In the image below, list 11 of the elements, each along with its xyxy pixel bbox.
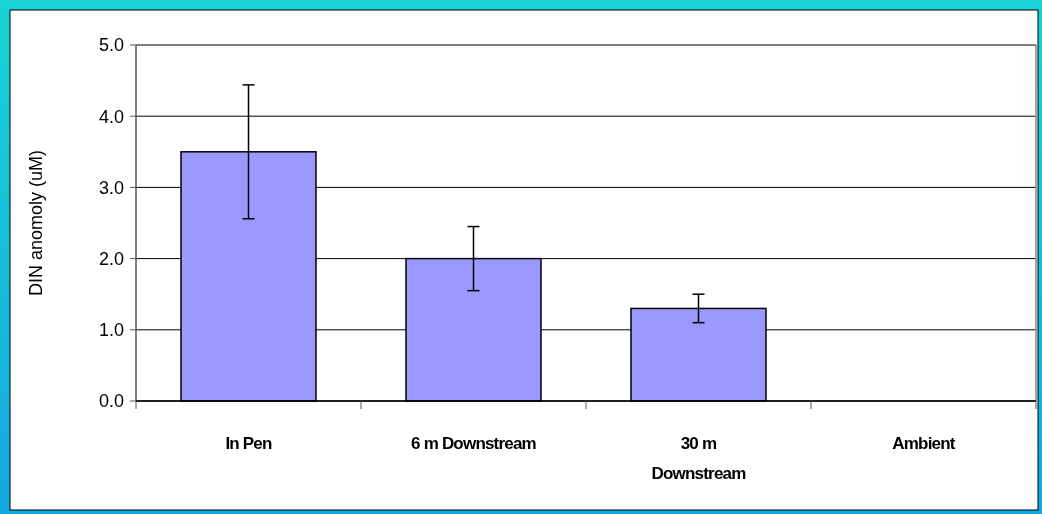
y-tick-label: 4.0 [98, 106, 124, 127]
y-tick-label: 3.0 [98, 177, 124, 198]
y-tick-label: 1.0 [98, 320, 124, 341]
x-tick-label: 30 m Downstream [651, 434, 747, 483]
x-tick-label: 6 m Downstream [411, 434, 537, 453]
y-axis-title: DIN anomoly (uM) [26, 149, 46, 297]
x-tick-label: Ambient [892, 434, 956, 453]
y-tick-label: 0.0 [98, 391, 124, 412]
x-tick-label: In Pen [225, 434, 273, 453]
y-tick-label: 5.0 [98, 35, 124, 56]
y-tick-label: 2.0 [98, 248, 124, 269]
